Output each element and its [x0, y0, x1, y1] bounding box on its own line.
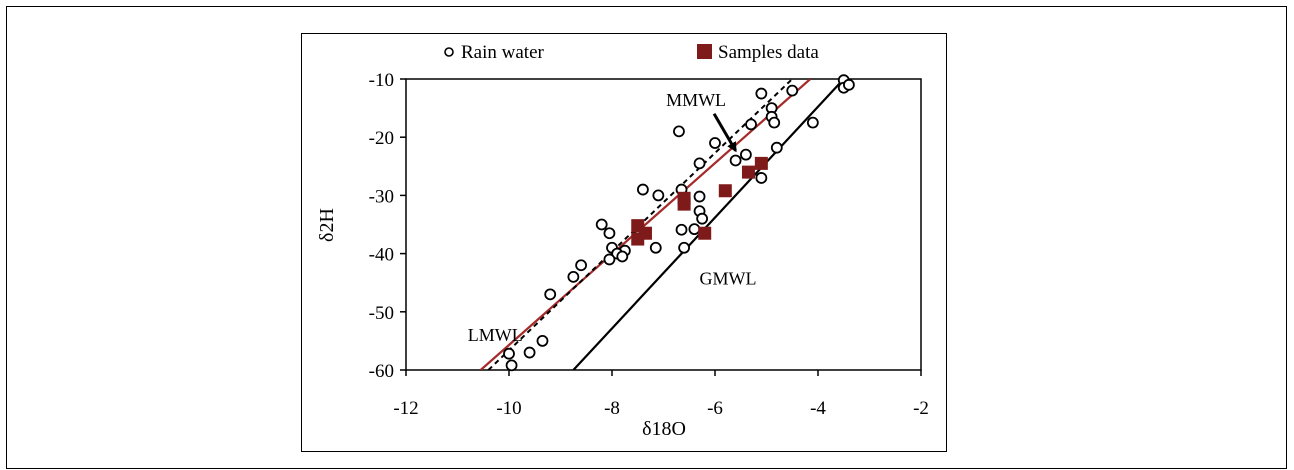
y-tick-label: -60	[369, 361, 394, 382]
figure-frame	[6, 6, 1287, 469]
rain-water-point	[693, 190, 706, 203]
gmwl-line	[572, 79, 845, 370]
sample-data-point	[754, 156, 768, 170]
legend-label: Rain water	[461, 42, 545, 63]
rain-water-point	[673, 125, 685, 138]
plot-area	[405, 78, 922, 371]
sample-data-point	[718, 184, 732, 198]
rain-water-point	[693, 157, 706, 170]
rain-water-point	[544, 288, 557, 301]
annotation-lmwl: LMWL	[468, 325, 523, 345]
legend-item-samples-data: Samples data	[697, 42, 819, 63]
legend-filled-square-marker	[697, 44, 712, 59]
sample-data-point	[677, 197, 691, 211]
x-axis: -12 -10 -8 -6 -4 -2	[393, 370, 929, 419]
data-series	[503, 74, 855, 372]
rain-water-point	[652, 189, 665, 202]
rain-water-point	[616, 250, 629, 263]
rain-water-point	[745, 118, 757, 131]
reference-lines	[479, 79, 845, 370]
rain-water-point	[696, 212, 709, 225]
rain-water-point	[536, 334, 549, 347]
y-axis-label: δ2H	[316, 208, 338, 242]
annotation-gmwl: GMWL	[700, 268, 757, 288]
chart-frame	[301, 33, 947, 452]
annotation-mmwl: MMWL	[666, 90, 726, 110]
rain-water-point	[503, 347, 515, 360]
rain-water-point	[709, 137, 721, 149]
y-axis: -10 -20 -30 -40 -50 -60	[369, 70, 406, 382]
rain-water-point	[567, 270, 580, 283]
legend-item-rain-water: Rain water	[444, 42, 545, 63]
y-tick-label: -40	[369, 245, 394, 266]
rain-water-point	[806, 116, 819, 129]
legend-open-circle-marker	[444, 47, 454, 57]
sample-data-point	[741, 165, 755, 179]
y-tick-label: -50	[369, 303, 394, 324]
rain-water-point	[603, 227, 616, 240]
rain-water-point	[740, 148, 752, 161]
rain-water-point	[603, 253, 616, 266]
rain-water-point	[755, 172, 768, 184]
y-tick-label: -30	[369, 186, 394, 207]
rain-water-point	[675, 223, 688, 236]
series-samples-data	[631, 156, 768, 246]
x-tick-label: -12	[393, 398, 418, 419]
rain-water-point	[755, 87, 768, 100]
rain-water-point	[575, 259, 587, 272]
rain-water-point	[678, 241, 690, 254]
legend: Rain water Samples data	[444, 42, 819, 63]
x-tick-label: -6	[707, 398, 723, 419]
legend-label: Samples data	[718, 42, 819, 63]
annotation-arrow	[712, 113, 737, 153]
y-tick-label: -20	[369, 128, 394, 149]
x-tick-label: -2	[913, 398, 929, 419]
rain-water-point	[595, 218, 608, 231]
rain-water-point	[729, 154, 742, 167]
rain-water-point	[637, 183, 649, 196]
x-tick-label: -4	[810, 398, 826, 419]
series-rain-water	[503, 74, 855, 372]
lmwl-line	[479, 79, 812, 370]
y-tick-label: -10	[369, 70, 394, 91]
rain-water-point	[649, 241, 662, 254]
rain-water-point	[688, 223, 701, 236]
rain-water-point	[523, 346, 536, 359]
annotations: MMWL GMWL LMWL	[468, 90, 757, 345]
rain-water-point	[786, 84, 799, 97]
sample-data-point	[631, 232, 645, 246]
rain-water-point	[770, 141, 783, 154]
rain-water-point	[843, 78, 855, 91]
x-tick-label: -10	[496, 398, 521, 419]
x-tick-label: -8	[604, 398, 620, 419]
x-axis-label: δ18O	[642, 418, 686, 440]
rain-water-point	[768, 116, 781, 129]
sample-data-point	[698, 226, 712, 240]
rain-water-point	[505, 359, 518, 372]
